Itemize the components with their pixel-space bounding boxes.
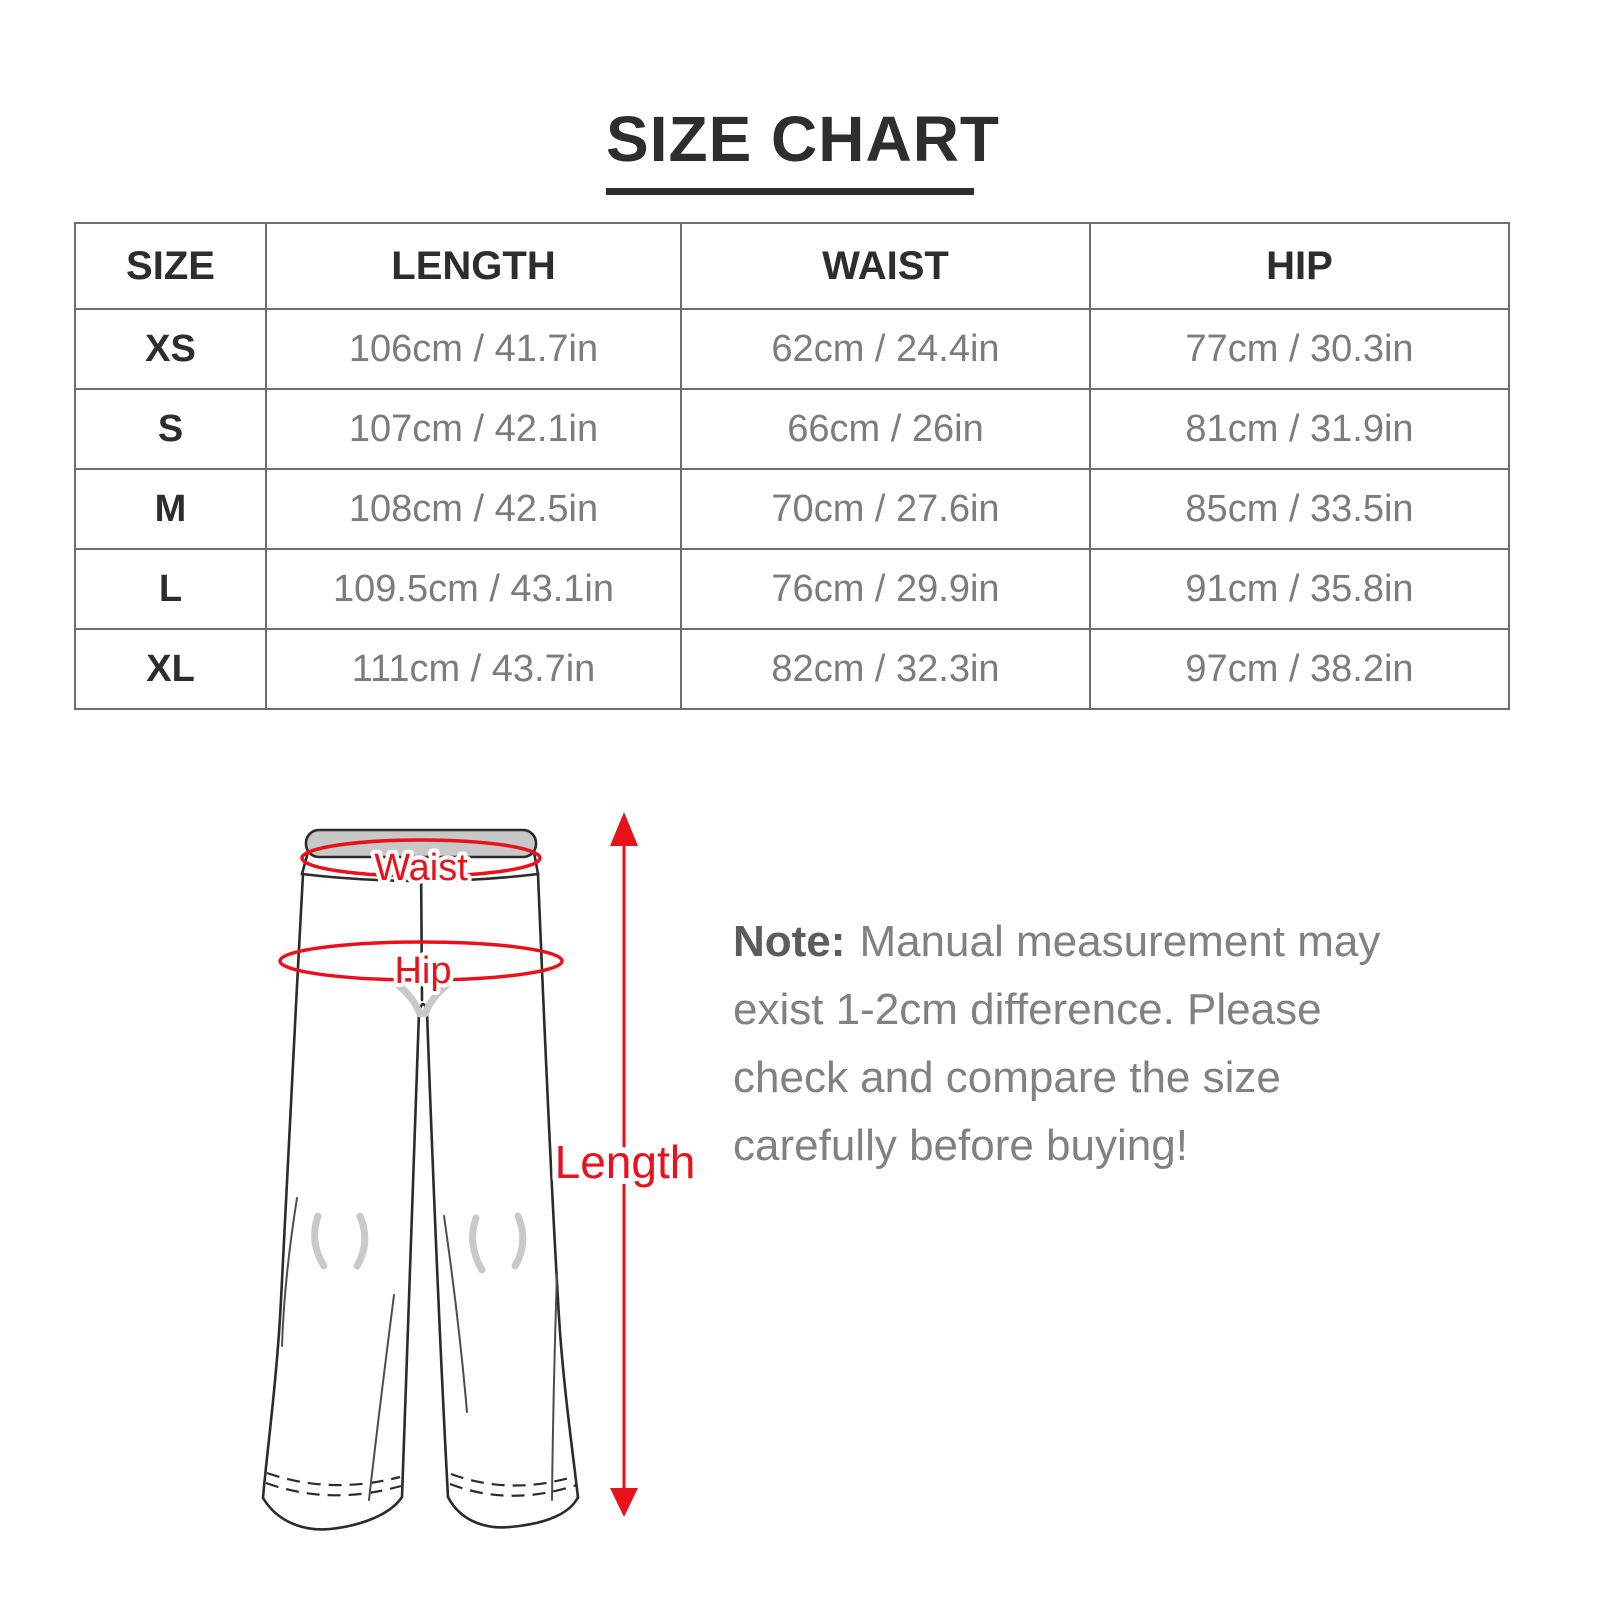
size-label: L xyxy=(74,548,267,630)
length-arrow-up-head xyxy=(610,812,638,846)
table-header-row: SIZE LENGTH WAIST HIP xyxy=(74,222,1510,310)
note-line-text: Manual measurement may xyxy=(859,917,1381,966)
size-label: XS xyxy=(74,308,267,390)
left-hem-edge xyxy=(261,1495,404,1531)
waist-value: 76cm / 29.9in xyxy=(680,548,1091,630)
note-line: Note: Manual measurement may xyxy=(733,908,1380,976)
hip-label: Hip xyxy=(394,950,451,992)
note-line: carefully before buying! xyxy=(733,1121,1188,1170)
size-label: XL xyxy=(74,628,267,710)
pants-right-inner-edge xyxy=(425,1010,450,1499)
waist-value: 70cm / 27.6in xyxy=(680,468,1091,550)
right-hem-stitching xyxy=(449,1472,578,1497)
hip-measure-ellipse xyxy=(278,940,564,982)
hip-value: 77cm / 30.3in xyxy=(1089,308,1510,390)
pants-left-inner-edge xyxy=(400,1010,421,1499)
length-value: 106cm / 41.7in xyxy=(265,308,682,390)
note-line: exist 1-2cm difference. Please xyxy=(733,985,1322,1034)
column-header-hip: HIP xyxy=(1089,222,1510,310)
table-row-s: S 107cm / 42.1in 66cm / 26in 81cm / 31.9… xyxy=(74,388,1510,470)
right-hem-edge xyxy=(446,1495,580,1529)
left-hem-stitching xyxy=(265,1471,402,1497)
pants-measurement-diagram: Waist Hip Length xyxy=(261,812,700,1531)
crotch-shading xyxy=(395,982,450,1018)
waist-value: 66cm / 26in xyxy=(680,388,1091,470)
note-line: check and compare the size xyxy=(733,1053,1281,1102)
table-row-xs: XS 106cm / 41.7in 62cm / 24.4in 77cm / 3… xyxy=(74,308,1510,390)
note-label: Note: xyxy=(733,917,846,966)
table-row-xl: XL 111cm / 43.7in 82cm / 32.3in 97cm / 3… xyxy=(74,628,1510,710)
waist-label: Waist xyxy=(374,847,468,889)
table-row-m: M 108cm / 42.5in 70cm / 27.6in 85cm / 33… xyxy=(74,468,1510,550)
size-label: S xyxy=(74,388,267,470)
pants-right-outer-edge xyxy=(536,872,580,1500)
waist-value: 62cm / 24.4in xyxy=(680,308,1091,390)
hip-value: 91cm / 35.8in xyxy=(1089,548,1510,630)
pants-left-outer-edge xyxy=(261,872,305,1500)
length-value: 109.5cm / 43.1in xyxy=(265,548,682,630)
column-header-waist: WAIST xyxy=(680,222,1091,310)
note-text: Note: Manual measurement may exist 1-2cm … xyxy=(733,908,1380,1180)
hip-value: 81cm / 31.9in xyxy=(1089,388,1510,470)
wrinkle-lines xyxy=(281,1197,558,1501)
column-header-size: SIZE xyxy=(74,222,267,310)
page-title: SIZE CHART xyxy=(606,102,999,195)
length-label: Length xyxy=(555,1136,696,1188)
length-value: 111cm / 43.7in xyxy=(265,628,682,710)
column-header-length: LENGTH xyxy=(265,222,682,310)
table-row-l: L 109.5cm / 43.1in 76cm / 29.9in 91cm / … xyxy=(74,548,1510,630)
length-value: 107cm / 42.1in xyxy=(265,388,682,470)
size-table: SIZE LENGTH WAIST HIP XS 106cm / 41.7in … xyxy=(74,222,1510,710)
hip-value: 85cm / 33.5in xyxy=(1089,468,1510,550)
size-label: M xyxy=(74,468,267,550)
knee-shading-marks xyxy=(311,1212,527,1274)
pants-center-seam xyxy=(419,856,424,1002)
hip-value: 97cm / 38.2in xyxy=(1089,628,1510,710)
waist-value: 82cm / 32.3in xyxy=(680,628,1091,710)
length-value: 108cm / 42.5in xyxy=(265,468,682,550)
waist-measure-ellipse xyxy=(300,838,542,878)
length-arrow-down-head xyxy=(610,1488,638,1517)
